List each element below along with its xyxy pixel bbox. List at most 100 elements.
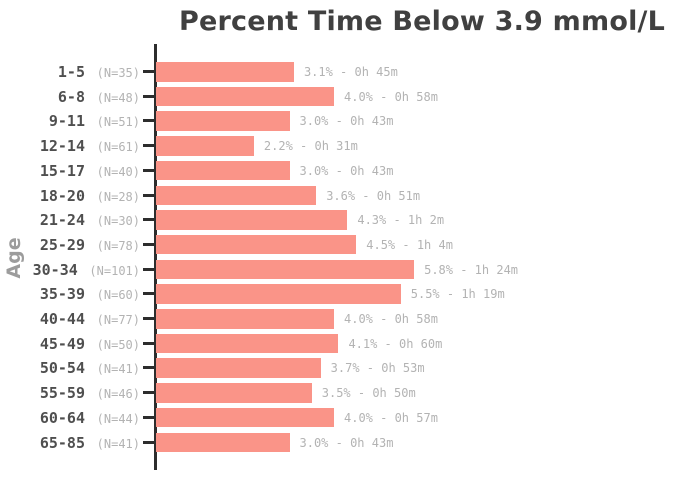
bar-row: 55-59 (N=46) 3.5% - 0h 50m [0,383,700,403]
bar-value-label: 3.0% - 0h 43m [299,163,394,178]
age-group-label: 65-85 (N=41) [0,433,140,453]
bar-row: 9-11 (N=51) 3.0% - 0h 43m [0,111,700,131]
bar-row: 60-64 (N=44) 4.0% - 0h 57m [0,407,700,428]
bar-row: 1-5 (N=35) 3.1% - 0h 45m [0,62,700,82]
bar-value-label: 3.6% - 0h 51m [326,188,421,203]
age-group-label: 50-54 (N=41) [0,358,140,378]
bar [156,86,334,107]
axis-tick-mark [143,218,155,222]
age-range-text: 25-29 [39,235,85,254]
axis-tick-mark [143,94,155,98]
axis-tick-mark [143,415,155,419]
bar-row: 35-39 (N=60) 5.5% - 1h 19m [0,284,700,304]
age-range-text: 45-49 [39,334,85,353]
bar-value-label: 4.5% - 1h 4m [366,237,453,252]
age-group-label: 6-8 (N=48) [0,87,140,107]
age-group-label: 40-44 (N=77) [0,309,140,329]
age-range-text: 55-59 [39,384,85,403]
sample-size-text: (N=77) [96,313,140,327]
age-group-label: 45-49 (N=50) [0,334,140,354]
axis-tick-mark [143,119,155,123]
axis-tick-mark [143,317,155,320]
bar [156,407,334,428]
age-range-text: 60-64 [39,408,85,427]
sample-size-text: (N=50) [96,337,140,352]
age-group-label: 18-20 (N=28) [0,186,140,206]
age-range-text: 40-44 [39,310,85,328]
age-group-label: 35-39 (N=60) [0,284,140,304]
bar-value-label: 3.0% - 0h 43m [299,114,394,129]
age-range-text: 15-17 [39,161,85,180]
bar-value-label: 4.0% - 0h 58m [344,89,438,104]
age-group-label: 12-14 (N=61) [0,136,140,156]
bar [156,111,290,131]
bar [156,284,401,304]
bar [156,160,290,181]
sample-size-text: (N=51) [96,115,140,130]
bar [156,259,415,280]
bar-row: 25-29 (N=78) 4.5% - 1h 4m [0,234,700,255]
bar [156,309,334,329]
bar-value-label: 2.2% - 0h 31m [263,139,358,154]
sample-size-text: (N=60) [96,288,140,303]
axis-tick-mark [143,292,155,296]
axis-tick-mark [143,341,155,345]
bar [156,358,321,378]
bar [156,62,294,82]
axis-tick-mark [143,242,155,246]
age-group-label: 25-29 (N=78) [0,235,140,255]
bar-value-label: 3.0% - 0h 43m [299,435,394,450]
sample-size-text: (N=28) [96,189,140,204]
bar-row: 40-44 (N=77) 4.0% - 0h 58m [0,309,700,329]
bar-value-label: 4.0% - 0h 57m [344,410,438,425]
sample-size-text: (N=41) [96,436,140,451]
bar [156,210,348,230]
age-range-text: 50-54 [39,359,85,378]
age-range-text: 30-34 [32,260,78,279]
bar [156,432,290,452]
bar-row: 50-54 (N=41) 3.7% - 0h 53m [0,358,700,378]
bar-row: 15-17 (N=40) 3.0% - 0h 43m [0,160,700,181]
bar [156,185,317,205]
axis-tick-mark [143,366,155,370]
sample-size-text: (N=35) [96,66,140,80]
age-range-text: 6-8 [57,87,85,106]
bar-value-label: 3.1% - 0h 45m [303,65,398,79]
axis-tick-mark [143,168,155,172]
bar [156,136,254,156]
age-group-label: 15-17 (N=40) [0,161,140,181]
age-group-label: 9-11 (N=51) [0,111,140,131]
y-axis-line [154,44,157,470]
sample-size-text: (N=101) [89,263,140,278]
age-group-label: 21-24 (N=30) [0,210,140,230]
age-range-text: 21-24 [39,211,85,230]
axis-tick-mark [143,193,155,197]
age-group-label: 1-5 (N=35) [0,62,140,82]
bar-row: 12-14 (N=61) 2.2% - 0h 31m [0,136,700,156]
sample-size-text: (N=61) [96,140,140,155]
bar [156,383,312,403]
bar [156,333,339,354]
chart-title: Percent Time Below 3.9 mmol/L [179,6,665,37]
axis-tick-mark [143,440,155,444]
axis-tick-mark [143,144,155,148]
bar-row: 30-34 (N=101) 5.8% - 1h 24m [0,259,700,280]
age-range-text: 18-20 [39,186,85,205]
sample-size-text: (N=40) [96,164,140,179]
axis-tick-mark [143,391,155,395]
bar-value-label: 4.1% - 0h 60m [348,336,443,351]
age-range-text: 35-39 [39,285,85,304]
bar-value-label: 4.0% - 0h 58m [344,312,438,326]
bar-row: 45-49 (N=50) 4.1% - 0h 60m [0,333,700,354]
age-range-text: 65-85 [39,433,85,452]
bar-row: 18-20 (N=28) 3.6% - 0h 51m [0,185,700,206]
age-group-label: 30-34 (N=101) [0,260,140,280]
bar [156,234,357,255]
sample-size-text: (N=48) [96,90,140,105]
bar-value-label: 4.3% - 1h 2m [357,213,445,228]
age-range-text: 12-14 [39,137,85,156]
sample-size-text: (N=41) [96,362,140,377]
bar-row: 21-24 (N=30) 4.3% - 1h 2m [0,210,700,230]
sample-size-text: (N=44) [96,411,140,426]
